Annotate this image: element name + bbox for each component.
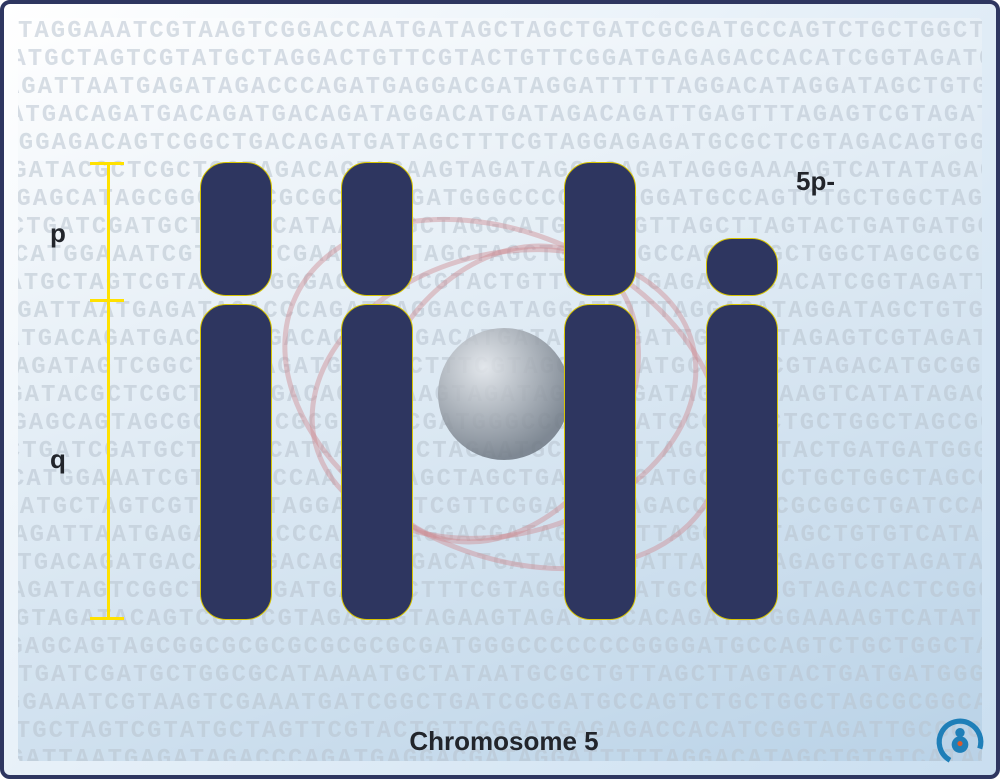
- q-arm: [706, 304, 778, 620]
- label-q-arm: q: [50, 444, 66, 475]
- label-5p-deletion: 5p-: [796, 166, 835, 197]
- diagram-title: Chromosome 5: [4, 726, 1000, 757]
- inner-panel: TAGGAAATCGTAAGTCGGACCAATGATAGCTAGCTGATCG…: [18, 18, 982, 761]
- outer-frame: TAGGAAATCGTAAGTCGGACCAATGATAGCTAGCTGATCG…: [0, 0, 1000, 779]
- dna-line: ACAGATTAATGAGATAGACCCAGATGAGGACGATAGGATT…: [18, 74, 982, 102]
- dna-line: ATGACAGATGACAGATGACAGATAGGACATGATAGACAGA…: [18, 326, 982, 354]
- dna-line: ACAGATAGTCGGCTGACAGATGATAGCTTTCGTAGGAGAG…: [18, 354, 982, 382]
- diagram-stage: TAGGAAATCGTAAGTCGGACCAATGATAGCTAGCTGATCG…: [0, 0, 1000, 779]
- label-p-arm: p: [50, 218, 66, 249]
- dna-line: TGAGCAGTAGCGGCGCGCGCGCGCGCGATGGGCCCCCCCG…: [18, 634, 982, 662]
- dna-line: TGAGCATAGCGGCGCGCGCGCGCGCGATGGGCCCCCCGGG…: [18, 186, 982, 214]
- dna-line: CATGCTAGTCGTATGCTGGGACTGTTCGTACTGTTCGGAT…: [18, 270, 982, 298]
- dna-line: TACAGATTAATGAGATAGACCCAGATGAGGACGATAGGAT…: [18, 522, 982, 550]
- dna-line: GGCTGATCGATGCTGGCGCATAAAATGCTAGAATGCGCTG…: [18, 438, 982, 466]
- q-arm: [341, 304, 413, 620]
- bracket-line: [90, 299, 124, 302]
- bracket-line: [107, 162, 110, 620]
- dna-line: ATGACAGATGACAGATGACAGATAGGACATGATAGACAGA…: [18, 102, 982, 130]
- dna-line: TAGGAGACAGTCGGCTGACAGATGATAGCTTTCGTAGGAG…: [18, 130, 982, 158]
- bracket-line: [90, 617, 124, 620]
- dna-line: GTAGATACAGTCGCTCGTAGACAGTAGAAGTAGATAGCAC…: [18, 606, 982, 634]
- q-arm: [564, 304, 636, 620]
- dna-background-text: TAGGAAATCGTAAGTCGGACCAATGATAGCTAGCTGATCG…: [18, 18, 982, 761]
- dna-line: GGCTGATCGATGCTGGCGCATAAAATGCTATAATGCGCTG…: [18, 662, 982, 690]
- dna-line: CATGGAAATCGTAAGTCCAATGATAGCTAGCTGATCGCGA…: [18, 466, 982, 494]
- brand-logo-icon: [934, 716, 986, 768]
- dna-line: GTAGATACGCTCGCTCGTAGACAGTAGAAGTAGATAGCAC…: [18, 158, 982, 186]
- dna-line: GTAGATACGCTCGCTCGTAGACAGTAGAAGTAGATAGCAC…: [18, 382, 982, 410]
- arm-bracket: [90, 162, 128, 620]
- dna-line: TGAGCAGTAGCGGCGCGCGCGCGCGCGATGGGCCCCCCCA…: [18, 410, 982, 438]
- bracket-line: [90, 162, 124, 165]
- dna-line: ACAGATTAATGAGATAGACCCAGATGAGGACGATAGGATT…: [18, 298, 982, 326]
- dna-line: CATGGAAATCGTAAGTCGAAATGATAGCTAGCTGGCATGC…: [18, 242, 982, 270]
- dna-line: GATGCTAGTCGTATGCTAGGACTGTTCGTACTGTTCGGAT…: [18, 46, 982, 74]
- q-arm: [200, 304, 272, 620]
- dna-line: CGATGCTAGTCGTATGCTAGGACTGTTCGTTCGGATGAGA…: [18, 494, 982, 522]
- dna-line: ACAGATAGTCGGCTGACAGATGATAGCTTTCGTAGGAGAG…: [18, 578, 982, 606]
- p-arm: [341, 162, 413, 296]
- dna-line: ATGACAGATGACAGATGACAGATAGGACATGATAGACAGA…: [18, 550, 982, 578]
- dna-line: GGCTGATCGATGCTGGCGCATAAAATGCTAGGCATGCGCT…: [18, 214, 982, 242]
- p-arm: [706, 238, 778, 296]
- p-arm: [200, 162, 272, 296]
- p-arm: [564, 162, 636, 296]
- dna-line: GGAAATCGTAAGTCGAAATGATCGGCTGATCGCGATGCCA…: [18, 690, 982, 718]
- dna-line: TAGGAAATCGTAAGTCGGACCAATGATAGCTAGCTGATCG…: [18, 18, 982, 46]
